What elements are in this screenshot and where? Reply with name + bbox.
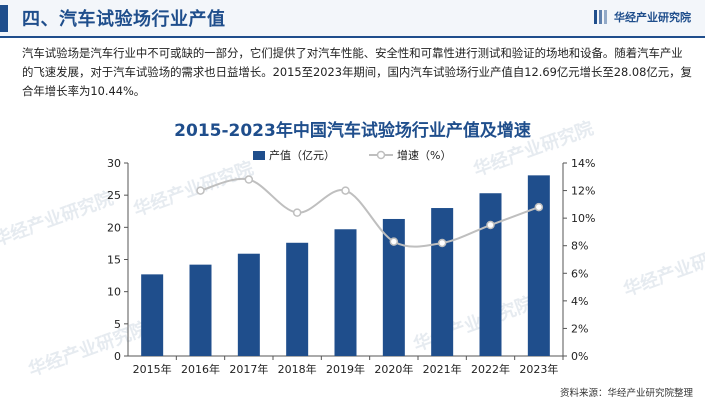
brand-name: 华经产业研究院: [614, 11, 691, 24]
legend-line-label: 增速（%）: [397, 148, 451, 162]
x-tick-label: 2019年: [326, 362, 365, 376]
y-left-tick-label: 20: [107, 221, 121, 234]
growth-point-2016年: [196, 186, 205, 195]
x-tick-label: 2021年: [423, 362, 462, 376]
source-note: 资料来源：华经产业研究院整理: [559, 388, 693, 399]
bar-2020年: [382, 218, 405, 356]
y-left-tick-label: 30: [107, 157, 121, 170]
y-left-tick-label: 15: [107, 254, 121, 267]
intro-paragraph: 汽车试验场是汽车行业中不可或缺的一部分，它们提供了对汽车性能、安全性和可靠性进行…: [22, 46, 692, 98]
y-right-tick-label: 14%: [571, 157, 595, 170]
legend-bar-swatch: [253, 151, 265, 160]
chart-title: 2015-2023年中国汽车试验场行业产值及增速: [174, 121, 531, 141]
page-title: 四、汽车试验场行业产值: [22, 9, 226, 30]
y-right-tick-label: 0%: [571, 350, 588, 363]
y-left-tick-label: 5: [114, 318, 121, 331]
y-right-tick-label: 4%: [571, 295, 588, 308]
x-tick-label: 2022年: [471, 362, 510, 376]
growth-point-2022年: [486, 220, 495, 230]
bar-2015年: [141, 274, 164, 356]
legend: 产值（亿元） 增速（%）: [253, 148, 451, 162]
bar-2021年: [431, 208, 454, 356]
x-tick-label: 2020年: [374, 362, 413, 376]
bar-2019年: [334, 229, 357, 356]
y-left-tick-label: 10: [107, 286, 121, 299]
growth-point-2021年: [437, 238, 447, 248]
growth-point-2019年: [341, 186, 350, 195]
x-tick-label: 2017年: [229, 362, 268, 376]
growth-point-2017年: [244, 175, 254, 184]
y-right-tick-label: 6%: [571, 267, 588, 280]
brand-logo-icon: [594, 10, 608, 24]
growth-point-2023年: [534, 202, 544, 212]
brand: 华经产业研究院: [594, 9, 691, 25]
bar-2023年: [527, 175, 550, 356]
y-right-tick-label: 8%: [571, 240, 588, 253]
y-right-tick-label: 2%: [571, 322, 588, 335]
bar-2016年: [189, 264, 212, 356]
bar-2018年: [286, 242, 309, 356]
x-tick-label: 2015年: [133, 362, 172, 376]
growth-point-2018年: [292, 208, 302, 217]
header-divider: [0, 36, 705, 38]
legend-line-marker: [376, 150, 386, 160]
bar-2022年: [479, 193, 502, 356]
y-right-tick-label: 12%: [571, 185, 595, 198]
y-left-tick-label: 25: [107, 189, 121, 202]
x-tick-label: 2023年: [519, 362, 558, 376]
x-tick-label: 2016年: [181, 362, 220, 376]
y-right-tick-label: 10%: [571, 212, 595, 225]
header: 四、汽车试验场行业产值 华经产业研究院: [0, 0, 705, 36]
growth-rate-line: [200, 177, 540, 248]
header-accent-bar: [0, 5, 8, 32]
growth-point-2020年: [389, 237, 399, 246]
legend-bar-label: 产值（亿元）: [269, 148, 335, 162]
bar-2017年: [237, 253, 260, 356]
x-tick-label: 2018年: [278, 362, 317, 376]
y-left-tick-label: 0: [114, 350, 121, 363]
